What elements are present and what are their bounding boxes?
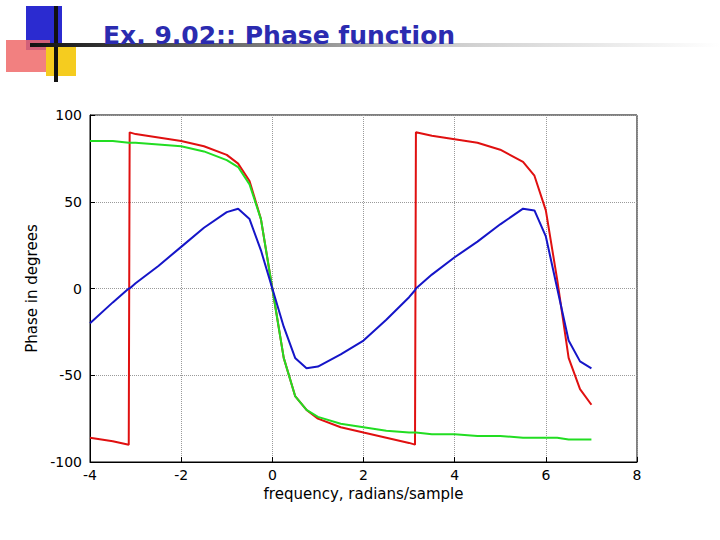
svg-text:0: 0 (268, 467, 277, 483)
svg-text:2: 2 (359, 467, 368, 483)
svg-text:Ex. 9.02:: Phase function: Ex. 9.02:: Phase function (103, 21, 455, 50)
svg-text:100: 100 (55, 107, 82, 123)
svg-text:6: 6 (541, 467, 550, 483)
svg-text:-4: -4 (83, 467, 97, 483)
svg-text:4: 4 (450, 467, 459, 483)
svg-text:Phase in degrees: Phase in degrees (23, 224, 41, 353)
svg-text:8: 8 (633, 467, 642, 483)
svg-text:0: 0 (73, 281, 82, 297)
svg-text:-100: -100 (50, 454, 82, 470)
svg-text:-50: -50 (59, 367, 82, 383)
svg-text:50: 50 (64, 194, 82, 210)
svg-text:frequency, radians/sample: frequency, radians/sample (264, 485, 464, 503)
svg-text:-2: -2 (174, 467, 188, 483)
